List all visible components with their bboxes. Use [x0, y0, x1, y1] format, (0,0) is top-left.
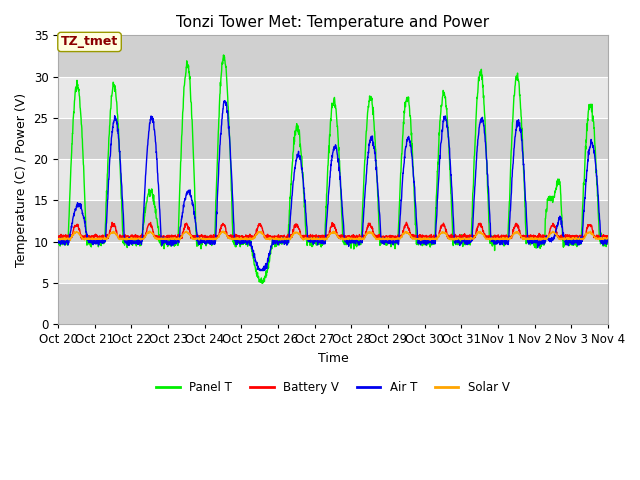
Line: Battery V: Battery V: [58, 222, 608, 240]
Bar: [58, 118, 608, 159]
Battery V: [493, 234, 501, 240]
Air T: [257, 268, 264, 274]
Air T: [493, 237, 501, 242]
Battery V: [572, 234, 579, 240]
Panel T: [493, 240, 501, 246]
Panel T: [572, 237, 579, 243]
Battery V: [604, 233, 612, 239]
Line: Panel T: Panel T: [58, 55, 608, 283]
Text: TZ_tmet: TZ_tmet: [61, 36, 118, 48]
Solar V: [572, 237, 579, 242]
Solar V: [493, 236, 501, 242]
Bar: [58, 283, 608, 324]
Bar: [58, 201, 608, 241]
Solar V: [349, 236, 357, 241]
Legend: Panel T, Battery V, Air T, Solar V: Panel T, Battery V, Air T, Solar V: [152, 377, 515, 399]
Battery V: [54, 234, 62, 240]
Air T: [604, 237, 612, 242]
Bar: [58, 36, 608, 77]
Y-axis label: Temperature (C) / Power (V): Temperature (C) / Power (V): [15, 93, 28, 267]
Air T: [349, 240, 357, 246]
X-axis label: Time: Time: [317, 352, 348, 365]
Battery V: [361, 233, 369, 239]
Title: Tonzi Tower Met: Temperature and Power: Tonzi Tower Met: Temperature and Power: [177, 15, 490, 30]
Battery V: [349, 235, 357, 240]
Solar V: [208, 236, 216, 242]
Panel T: [349, 239, 357, 244]
Panel T: [604, 237, 612, 242]
Battery V: [159, 238, 166, 243]
Air T: [572, 236, 579, 242]
Panel T: [54, 241, 62, 247]
Panel T: [362, 150, 369, 156]
Air T: [221, 98, 228, 104]
Solar V: [362, 233, 369, 239]
Solar V: [67, 238, 74, 243]
Solar V: [219, 228, 227, 234]
Line: Air T: Air T: [58, 101, 608, 271]
Battery V: [208, 235, 216, 241]
Solar V: [556, 235, 564, 241]
Battery V: [403, 219, 410, 225]
Battery V: [556, 234, 564, 240]
Solar V: [604, 236, 612, 241]
Air T: [54, 237, 62, 243]
Line: Solar V: Solar V: [58, 231, 608, 240]
Panel T: [556, 179, 564, 184]
Panel T: [207, 237, 215, 243]
Panel T: [258, 280, 266, 286]
Solar V: [54, 237, 62, 242]
Panel T: [220, 52, 227, 58]
Air T: [207, 238, 215, 244]
Air T: [556, 214, 564, 219]
Air T: [362, 186, 369, 192]
